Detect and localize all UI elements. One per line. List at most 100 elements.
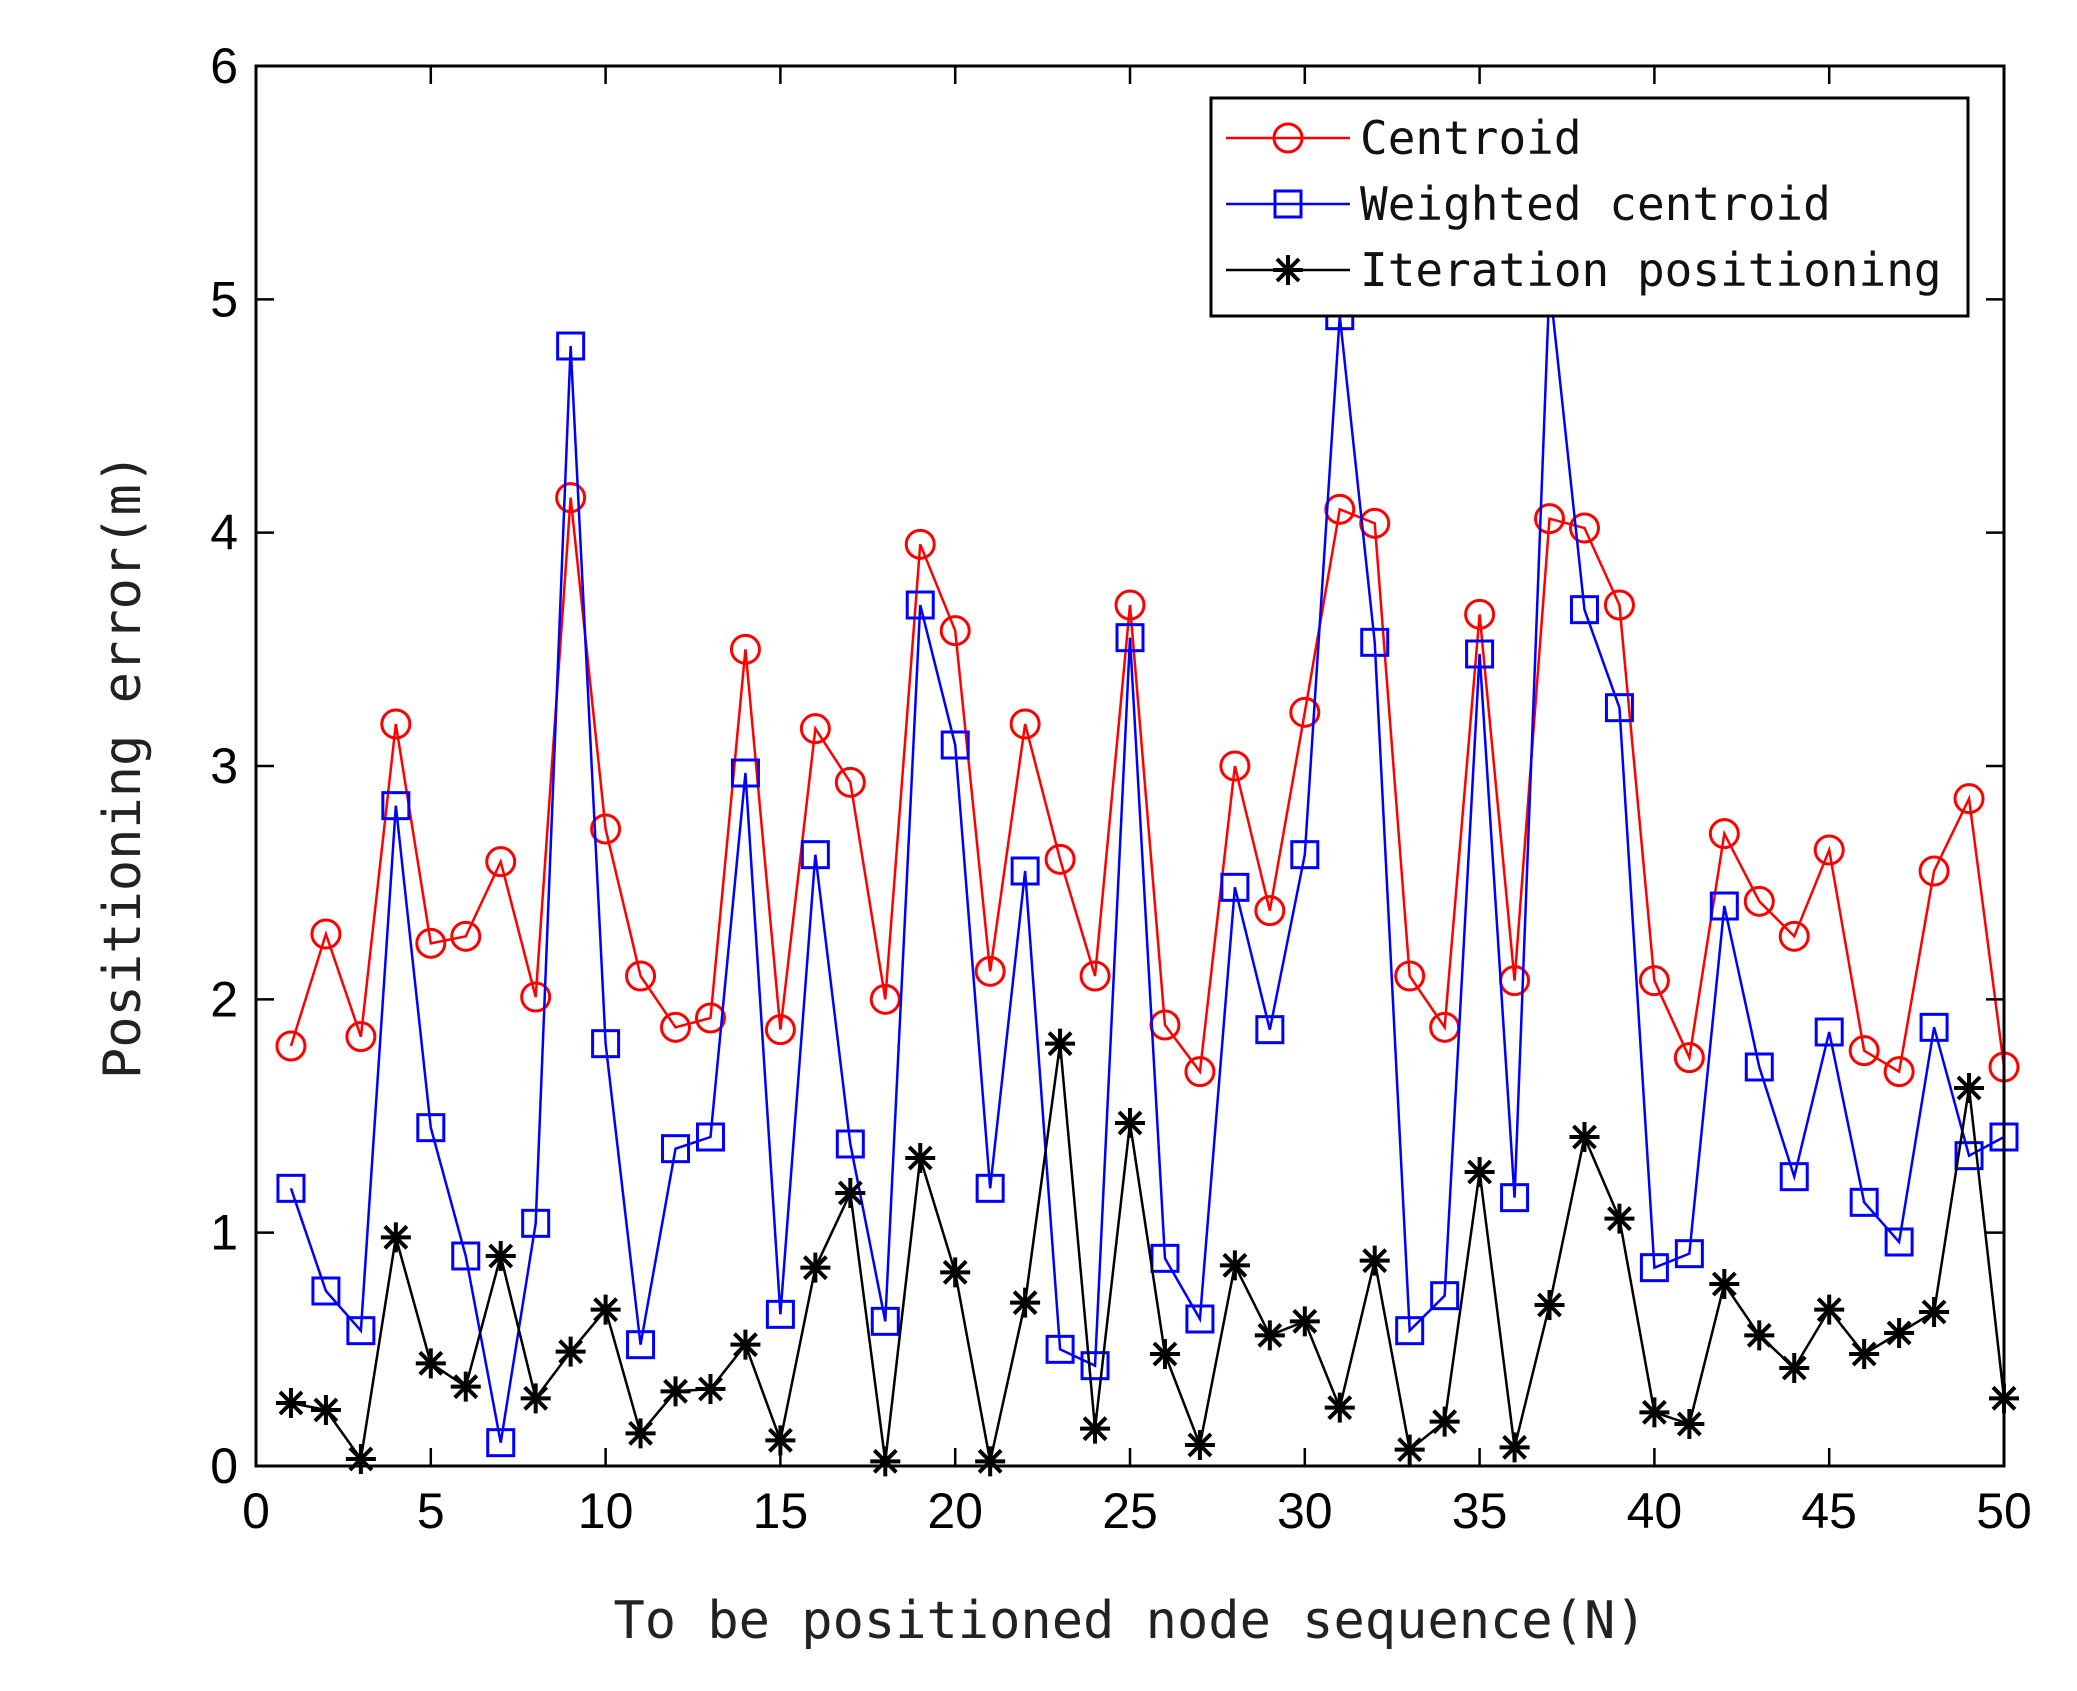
data-point-centroid <box>660 1011 692 1043</box>
x-tick-label: 20 <box>927 1483 983 1539</box>
data-point-iteration-positioning <box>1499 1432 1530 1463</box>
legend-entry-weighted-centroid: Weighted centroid <box>1226 177 1831 231</box>
data-point-centroid <box>1743 885 1775 917</box>
data-point-weighted-centroid <box>1814 1017 1844 1047</box>
data-point-weighted-centroid <box>1045 1334 1075 1364</box>
y-tick-label: 5 <box>210 271 238 327</box>
legend-entry-iteration-positioning: Iteration positioning <box>1226 243 1942 297</box>
data-point-centroid <box>1778 920 1810 952</box>
y-tick-label: 6 <box>210 38 238 94</box>
data-point-weighted-centroid <box>1220 872 1250 902</box>
x-axis-label: To be positioned node sequence(N) <box>613 1591 1646 1651</box>
data-point-weighted-centroid <box>870 1306 900 1336</box>
data-point-centroid <box>1044 843 1076 875</box>
data-point-centroid <box>1708 818 1740 850</box>
data-point-weighted-centroid <box>1080 1351 1110 1381</box>
data-point-iteration-positioning <box>450 1371 481 1402</box>
data-point-iteration-positioning <box>940 1257 971 1288</box>
data-point-weighted-centroid <box>765 1299 795 1329</box>
data-point-weighted-centroid <box>940 730 970 760</box>
data-point-centroid <box>939 615 971 647</box>
data-point-iteration-positioning <box>1534 1290 1565 1320</box>
data-point-iteration-positioning <box>1219 1250 1250 1281</box>
data-point-iteration-positioning <box>1289 1306 1320 1337</box>
x-tick-label: 5 <box>417 1483 445 1539</box>
y-tick-label: 0 <box>210 1438 238 1494</box>
legend-marker <box>1273 255 1303 285</box>
y-axis-label: Positioning error(m) <box>93 453 153 1079</box>
x-tick-label: 50 <box>1976 1483 2032 1539</box>
data-point-weighted-centroid <box>1744 1052 1774 1082</box>
data-point-centroid <box>275 1030 307 1062</box>
data-point-iteration-positioning <box>415 1348 446 1379</box>
data-point-weighted-centroid <box>381 791 411 821</box>
data-point-weighted-centroid <box>416 1113 446 1143</box>
data-point-centroid <box>974 955 1006 987</box>
data-point-centroid <box>834 766 866 798</box>
x-tick-label: 0 <box>242 1483 270 1539</box>
data-point-iteration-positioning <box>1919 1297 1950 1327</box>
data-point-centroid <box>310 918 342 950</box>
legend-box <box>1209 96 1970 318</box>
x-tick-label: 25 <box>1102 1483 1158 1539</box>
data-point-iteration-positioning <box>905 1143 936 1173</box>
x-tick-label: 15 <box>753 1483 809 1539</box>
data-point-iteration-positioning <box>310 1395 341 1425</box>
data-point-centroid <box>485 846 517 878</box>
data-point-weighted-centroid <box>1604 693 1634 723</box>
data-point-iteration-positioning <box>1884 1318 1915 1348</box>
data-point-centroid <box>1464 598 1496 630</box>
data-point-centroid <box>1254 895 1286 927</box>
data-point-weighted-centroid <box>1569 595 1599 625</box>
legend-label-centroid: Centroid <box>1360 111 1582 165</box>
data-point-centroid <box>1883 1056 1915 1088</box>
data-point-weighted-centroid <box>626 1330 656 1360</box>
data-point-weighted-centroid <box>1709 891 1739 921</box>
data-point-iteration-positioning <box>1149 1339 1180 1369</box>
data-point-centroid <box>1079 960 1111 992</box>
data-point-weighted-centroid <box>451 1241 481 1271</box>
legend-swatch-centroid <box>1226 122 1350 154</box>
data-point-iteration-positioning <box>765 1425 796 1456</box>
data-point-weighted-centroid <box>521 1208 551 1238</box>
data-point-centroid <box>1813 834 1845 866</box>
data-point-centroid <box>1638 965 1670 997</box>
data-point-iteration-positioning <box>1744 1320 1775 1351</box>
data-point-weighted-centroid <box>1779 1162 1809 1192</box>
data-point-centroid <box>869 983 901 1015</box>
data-point-centroid <box>1219 750 1251 782</box>
data-point-weighted-centroid <box>905 590 935 620</box>
data-point-centroid <box>345 1021 377 1053</box>
y-tick-label: 3 <box>210 738 238 794</box>
data-point-weighted-centroid <box>975 1173 1005 1203</box>
data-point-iteration-positioning <box>1324 1392 1355 1423</box>
series-line-weighted-centroid <box>289 282 2005 1443</box>
data-point-iteration-positioning <box>625 1418 656 1449</box>
legend-marker <box>1273 189 1303 219</box>
data-point-iteration-positioning <box>1639 1397 1670 1428</box>
data-point-weighted-centroid <box>1849 1187 1879 1217</box>
data-point-iteration-positioning <box>1674 1409 1705 1439</box>
legend-swatch-weighted-centroid <box>1226 189 1350 219</box>
data-point-iteration-positioning <box>695 1374 726 1404</box>
data-point-iteration-positioning <box>660 1376 691 1407</box>
data-point-centroid <box>450 920 482 952</box>
data-point-weighted-centroid <box>1500 1183 1530 1213</box>
data-point-iteration-positioning <box>1779 1353 1810 1383</box>
data-point-iteration-positioning <box>800 1252 831 1283</box>
data-point-iteration-positioning <box>1045 1028 1076 1059</box>
x-tick-label: 40 <box>1627 1483 1683 1539</box>
data-point-iteration-positioning <box>485 1241 516 1271</box>
data-point-iteration-positioning <box>835 1178 866 1208</box>
data-point-weighted-centroid <box>835 1129 865 1159</box>
data-point-iteration-positioning <box>1849 1339 1880 1369</box>
data-point-iteration-positioning <box>1604 1203 1635 1234</box>
data-point-centroid <box>380 708 412 740</box>
legend-label-iteration-positioning: Iteration positioning <box>1360 243 1942 297</box>
data-point-weighted-centroid <box>1150 1243 1180 1273</box>
data-point-iteration-positioning <box>590 1294 621 1325</box>
data-point-iteration-positioning <box>1954 1073 1985 1103</box>
data-point-iteration-positioning <box>1464 1157 1495 1187</box>
data-point-iteration-positioning <box>1254 1320 1285 1351</box>
